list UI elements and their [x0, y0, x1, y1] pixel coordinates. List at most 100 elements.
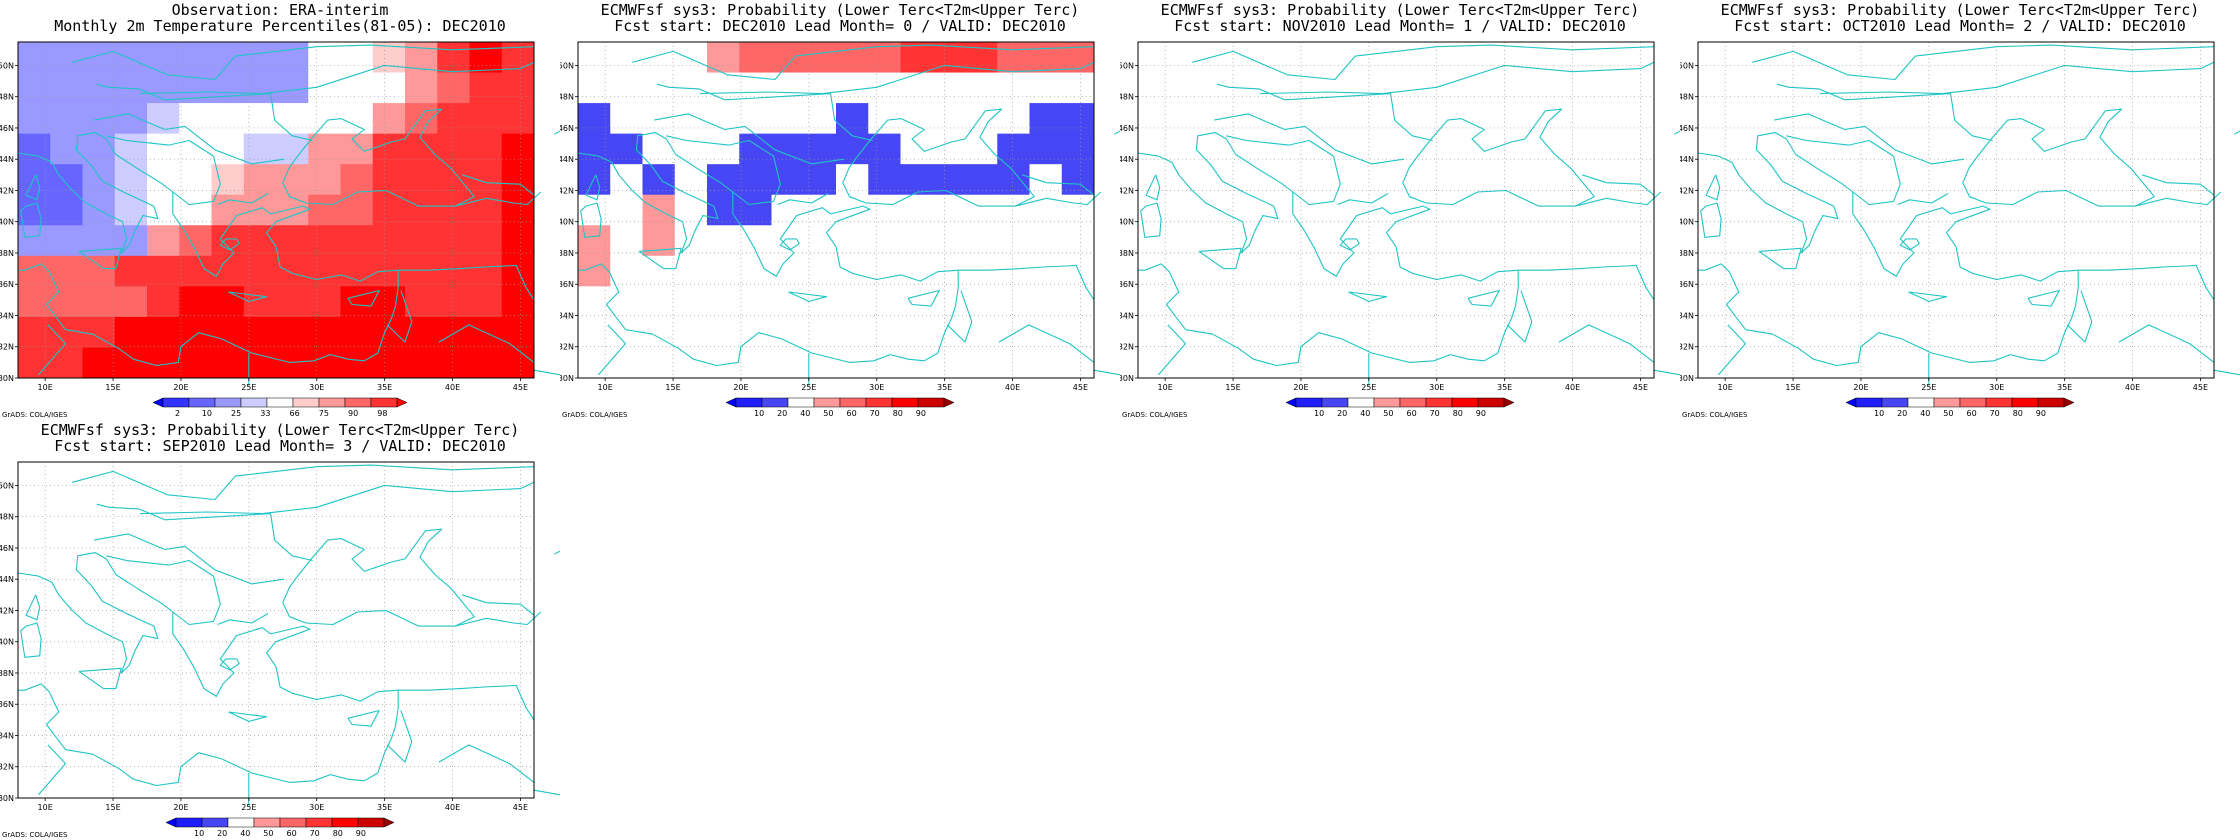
coastline [2213, 369, 2240, 376]
heat-cell [1762, 42, 1796, 74]
heat-cell [50, 553, 83, 585]
map-plot: 10E 15E 20E 25E 30E 35E 40E 45E 30N 32N 34N 36N 38N 4… [0, 41, 560, 418]
x-tick-label: 35E [377, 803, 392, 812]
heat-cell [1460, 72, 1494, 104]
heat-cell [900, 72, 934, 104]
heat-cell [82, 462, 116, 494]
y-tick-label: 30N [0, 374, 14, 383]
heat-cell [405, 103, 438, 135]
heat-cell [2085, 225, 2118, 257]
heat-cell [1698, 103, 1731, 135]
colorbar-swatch [813, 397, 841, 408]
heat-cell [82, 103, 116, 135]
heat-cell [1859, 42, 1892, 74]
heat-cell [1267, 225, 1300, 257]
x-tick-label: 10E [38, 803, 53, 812]
heat-cell [803, 255, 837, 287]
map-gridlines [1698, 42, 2214, 379]
heat-cell [2149, 42, 2183, 74]
heat-cell [469, 42, 503, 74]
heat-cell [50, 286, 83, 318]
heat-cell [1891, 42, 1925, 74]
heat-cell [50, 255, 83, 287]
heat-cell [276, 584, 309, 616]
heat-cell [1525, 286, 1558, 318]
heat-cell [1138, 225, 1171, 257]
heat-cell [179, 347, 212, 379]
heat-cell [82, 492, 116, 524]
coastline [1192, 44, 1655, 81]
x-tick-label: 40E [445, 383, 460, 392]
map-panel-lead-1: ECMWFsf sys3: Probability (Lower Terc<T2… [1120, 0, 1680, 420]
heat-cell [1794, 255, 1828, 287]
heat-cell [1859, 164, 1892, 196]
coastline [1820, 61, 2215, 95]
heat-cell [243, 133, 277, 165]
heat-cell [18, 347, 51, 379]
heat-cell [1299, 42, 1332, 74]
heat-cell [997, 133, 1030, 165]
coastline [93, 533, 285, 585]
heat-cell [405, 164, 438, 196]
heat-cell [50, 706, 83, 738]
heat-cell [340, 645, 374, 677]
heat-cell [437, 706, 470, 738]
colorbar-label: 60 [847, 409, 857, 418]
heat-cell [1363, 255, 1397, 287]
heat-cell [965, 286, 998, 318]
x-tick-label: 40E [445, 803, 460, 812]
heat-cell [405, 614, 438, 646]
heat-cell [739, 286, 772, 318]
heat-cell [1859, 194, 1892, 226]
heat-cell [610, 286, 643, 318]
heat-cell [243, 523, 277, 555]
heat-cell [82, 736, 116, 768]
heat-cell [243, 103, 277, 135]
heat-cell [965, 347, 998, 379]
colorbar-swatch [175, 817, 203, 828]
coastline [219, 658, 240, 671]
heat-cell [2020, 194, 2054, 226]
grads-credit: GrADS: COLA/IGES [2, 831, 68, 839]
heat-cell [405, 767, 438, 799]
x-tick-label: 25E [801, 383, 816, 392]
heat-cell [1621, 286, 1655, 318]
coastline [1653, 369, 1680, 376]
heat-cell [50, 42, 83, 74]
heat-cell [1589, 225, 1623, 257]
heat-cell [1202, 225, 1236, 257]
heat-cell [1891, 347, 1925, 379]
heat-cell [1460, 164, 1494, 196]
heat-cell [1698, 72, 1731, 104]
heat-cell [1956, 347, 1989, 379]
y-tick-label: 30N [0, 794, 14, 803]
heat-cell [1138, 72, 1171, 104]
heat-cell [50, 72, 83, 104]
heat-cell [405, 492, 438, 524]
heat-cell [2085, 347, 2118, 379]
heat-cell [1698, 255, 1731, 287]
heat-cell [1730, 72, 1763, 104]
heat-cell [501, 164, 535, 196]
grads-credit: GrADS: COLA/IGES [562, 411, 628, 419]
coastline [656, 83, 873, 142]
heat-cell [437, 736, 470, 768]
heat-cell [18, 286, 51, 318]
coastline [578, 263, 939, 367]
x-tick-label: 15E [105, 803, 120, 812]
coastlines [1697, 44, 2240, 386]
heat-cell [2117, 255, 2150, 287]
heat-cell [276, 225, 309, 257]
x-tick-label: 35E [937, 383, 952, 392]
heat-cell [18, 42, 51, 74]
heat-cell [2020, 347, 2054, 379]
heat-cell [1923, 133, 1957, 165]
y-tick-label: 42N [0, 606, 14, 615]
heat-cell [1956, 286, 1989, 318]
heat-cell [469, 645, 503, 677]
coastline [1518, 264, 1655, 301]
heat-cell [836, 103, 869, 135]
heat-cell [372, 316, 406, 348]
heat-cell [243, 675, 277, 707]
heat-cell [739, 255, 772, 287]
